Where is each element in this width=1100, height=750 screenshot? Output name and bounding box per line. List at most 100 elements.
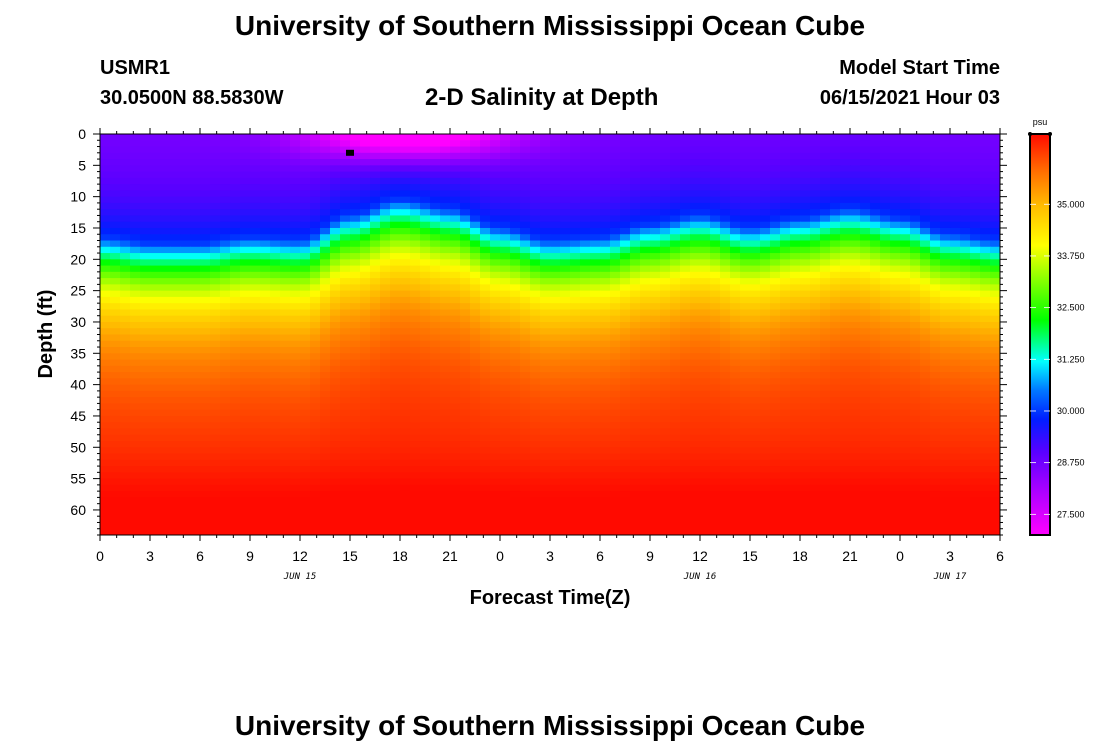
heatmap-cell bbox=[450, 152, 461, 160]
heatmap-cell bbox=[480, 152, 491, 160]
heatmap-cell bbox=[900, 253, 911, 260]
heatmap-cell bbox=[780, 415, 791, 423]
heatmap-cell bbox=[240, 340, 251, 348]
heatmap-cell bbox=[540, 409, 551, 417]
heatmap-cell bbox=[100, 353, 111, 361]
heatmap-cell bbox=[170, 134, 181, 141]
heatmap-cell bbox=[680, 171, 691, 179]
heatmap-cell bbox=[340, 290, 351, 298]
heatmap-cell bbox=[610, 340, 621, 348]
heatmap-cell bbox=[550, 146, 561, 154]
heatmap-cell bbox=[640, 196, 651, 204]
heatmap-cell bbox=[750, 378, 761, 386]
heatmap-cell bbox=[430, 328, 441, 336]
heatmap-cell bbox=[660, 415, 671, 423]
heatmap-cell bbox=[320, 246, 331, 254]
heatmap-cell bbox=[390, 378, 401, 386]
heatmap-cell bbox=[820, 246, 831, 254]
heatmap-cell bbox=[800, 165, 811, 173]
heatmap-cell bbox=[150, 328, 161, 336]
heatmap-cell bbox=[570, 209, 581, 217]
heatmap-cell bbox=[900, 284, 911, 292]
heatmap-cell bbox=[420, 384, 431, 392]
heatmap-cell bbox=[820, 359, 831, 367]
heatmap-cell bbox=[740, 459, 751, 467]
heatmap-cell bbox=[330, 152, 341, 160]
heatmap-cell bbox=[840, 278, 851, 285]
heatmap-cell bbox=[630, 359, 641, 367]
heatmap-cell bbox=[380, 215, 391, 223]
heatmap-cell bbox=[650, 434, 661, 442]
heatmap-cell bbox=[370, 466, 381, 473]
heatmap-cell bbox=[920, 196, 931, 204]
heatmap-cell bbox=[210, 347, 221, 354]
heatmap-cell bbox=[990, 265, 1000, 273]
heatmap-cell bbox=[710, 221, 721, 229]
heatmap-cell bbox=[110, 278, 121, 285]
heatmap-cell bbox=[770, 227, 781, 235]
heatmap-cell bbox=[790, 159, 801, 166]
heatmap-cell bbox=[620, 227, 631, 235]
heatmap-cell bbox=[550, 271, 561, 279]
heatmap-cell bbox=[960, 303, 971, 311]
heatmap-cell bbox=[810, 303, 821, 311]
heatmap-cell bbox=[780, 434, 791, 442]
heatmap-cell bbox=[900, 397, 911, 405]
heatmap-cell bbox=[280, 196, 291, 204]
heatmap-cell bbox=[720, 152, 731, 160]
heatmap-cell bbox=[110, 184, 121, 191]
heatmap-cell bbox=[370, 296, 381, 304]
heatmap-cell bbox=[900, 152, 911, 160]
heatmap-cell bbox=[640, 397, 651, 405]
heatmap-cell bbox=[690, 309, 701, 317]
heatmap-cell bbox=[530, 409, 541, 417]
heatmap-cell bbox=[870, 184, 881, 191]
heatmap-cell bbox=[440, 321, 451, 329]
heatmap-cell bbox=[860, 171, 871, 179]
heatmap-cell bbox=[410, 278, 421, 285]
heatmap-cell bbox=[170, 290, 181, 298]
heatmap-cell bbox=[990, 271, 1000, 279]
heatmap-cell bbox=[970, 315, 981, 323]
heatmap-cell bbox=[160, 353, 171, 361]
heatmap-cell bbox=[250, 390, 261, 398]
heatmap-cell bbox=[930, 190, 941, 198]
heatmap-cell bbox=[180, 290, 191, 298]
heatmap-cell bbox=[110, 378, 121, 386]
heatmap-cell bbox=[230, 441, 241, 448]
heatmap-cell bbox=[710, 290, 721, 298]
heatmap-cell bbox=[690, 334, 701, 342]
heatmap-cell bbox=[540, 134, 551, 141]
heatmap-cell bbox=[650, 328, 661, 336]
heatmap-cell bbox=[180, 196, 191, 204]
heatmap-cell bbox=[940, 472, 951, 480]
heatmap-cell bbox=[780, 472, 791, 480]
heatmap-cell bbox=[850, 365, 861, 373]
heatmap-cell bbox=[940, 390, 951, 398]
heatmap-cell bbox=[640, 234, 651, 242]
heatmap-cell bbox=[930, 334, 941, 342]
heatmap-cell bbox=[610, 265, 621, 273]
heatmap-cell bbox=[710, 340, 721, 348]
heatmap-cell bbox=[170, 209, 181, 217]
heatmap-cell bbox=[450, 340, 461, 348]
heatmap-cell bbox=[360, 372, 371, 379]
heatmap-cell bbox=[460, 359, 471, 367]
heatmap-cell bbox=[190, 259, 201, 267]
heatmap-cell bbox=[770, 309, 781, 317]
heatmap-cell bbox=[580, 259, 591, 267]
heatmap-cell bbox=[560, 290, 571, 298]
heatmap-cell bbox=[170, 372, 181, 379]
heatmap-cell bbox=[890, 409, 901, 417]
heatmap-cell bbox=[190, 472, 201, 480]
heatmap-cell bbox=[990, 171, 1000, 179]
heatmap-cell bbox=[390, 347, 401, 354]
heatmap-cell bbox=[530, 202, 541, 210]
heatmap-cell bbox=[390, 428, 401, 436]
heatmap-cell bbox=[100, 296, 111, 304]
heatmap-cell bbox=[530, 390, 541, 398]
heatmap-cell bbox=[780, 227, 791, 235]
heatmap-cell bbox=[370, 359, 381, 367]
heatmap-cell bbox=[940, 296, 951, 304]
heatmap-cell bbox=[110, 478, 121, 486]
